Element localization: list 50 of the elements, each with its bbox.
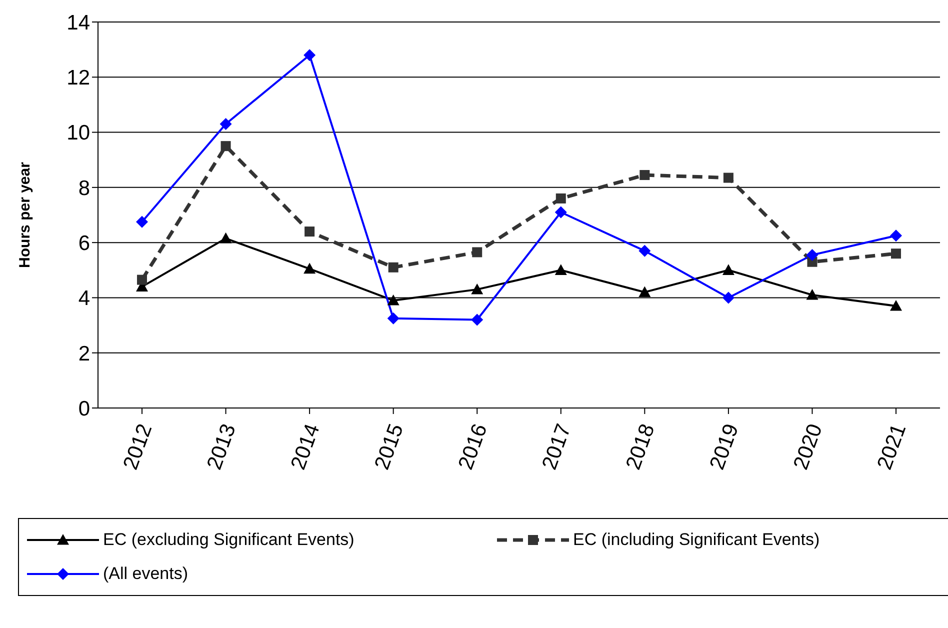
point — [472, 247, 482, 258]
point — [806, 288, 818, 300]
point — [890, 230, 902, 242]
x-tick-label: 2019 — [706, 420, 744, 473]
legend-label: EC (excluding Significant Events) — [103, 530, 354, 550]
y-tick-label: 12 — [66, 66, 90, 90]
point — [554, 264, 567, 275]
x-tick-label: 2015 — [370, 420, 408, 473]
point — [220, 232, 232, 244]
point — [638, 244, 651, 257]
point — [890, 300, 902, 311]
y-axis-title: Hours per year — [16, 162, 34, 268]
point — [388, 262, 398, 272]
legend-label: (All events) — [103, 564, 188, 584]
point — [556, 193, 566, 204]
y-tick-label: 0 — [78, 397, 90, 420]
point — [304, 49, 316, 62]
x-tick-label: 2017 — [538, 420, 576, 473]
point — [891, 248, 901, 259]
point — [304, 262, 316, 274]
point — [220, 118, 232, 130]
point — [638, 286, 651, 297]
point — [220, 141, 231, 152]
point — [722, 292, 734, 304]
y-tick-label: 8 — [78, 176, 90, 200]
point — [387, 294, 400, 306]
x-tick-label: 2021 — [873, 420, 911, 473]
point — [722, 264, 734, 275]
point — [137, 274, 147, 285]
point — [387, 312, 400, 324]
point — [723, 172, 734, 183]
point — [640, 170, 650, 180]
y-tick-label: 14 — [66, 11, 90, 34]
y-tick-label: 6 — [78, 232, 90, 256]
y-tick-label: 10 — [66, 122, 90, 145]
x-tick-label: 2020 — [789, 420, 827, 473]
x-tick-label: 2014 — [286, 420, 324, 473]
point — [136, 216, 148, 228]
y-tick-label: 4 — [78, 287, 90, 310]
point — [471, 314, 484, 326]
x-tick-label: 2018 — [622, 420, 660, 473]
point — [471, 283, 484, 294]
point — [806, 248, 818, 261]
point — [554, 206, 567, 218]
x-tick-label: 2012 — [119, 420, 157, 473]
point — [304, 226, 315, 237]
x-tick-label: 2016 — [454, 420, 492, 473]
y-tick-label: 2 — [78, 342, 90, 366]
x-tick-label: 2013 — [202, 420, 240, 473]
legend-label: EC (including Significant Events) — [573, 530, 820, 550]
